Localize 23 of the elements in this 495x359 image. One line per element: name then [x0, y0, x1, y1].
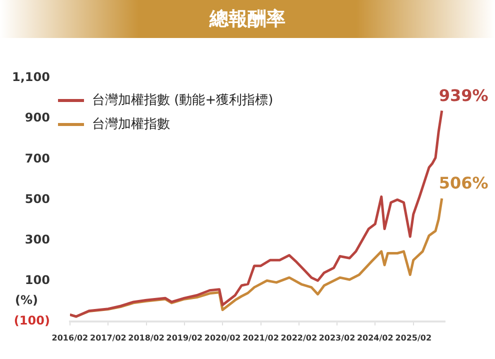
x-tick-label: 2025/02 — [395, 333, 432, 342]
x-tick-label: 2020/02 — [204, 333, 241, 342]
y-tick-label: 100 — [24, 272, 50, 287]
y-tick-label: (100) — [14, 314, 50, 328]
x-tick-label: 2018/02 — [128, 333, 164, 342]
x-tick-label: 2016/02 — [52, 333, 88, 342]
x-tick-label: 2024/02 — [356, 333, 394, 342]
annotation: 506% — [438, 174, 488, 193]
annotation: 939% — [438, 86, 488, 105]
y-tick-label: 300 — [24, 232, 50, 246]
chart-title: 總報酬率 — [210, 7, 286, 32]
x-tick-label: 2023/02 — [318, 333, 356, 342]
legend-label: 台灣加權指數 — [92, 116, 170, 133]
y-tick-label: 700 — [24, 151, 50, 166]
y-tick-label: 1,100 — [12, 70, 50, 84]
text: (%) — [15, 293, 38, 308]
y-tick-label: 900 — [24, 110, 50, 125]
x-tick-label: 2017/02 — [90, 333, 126, 342]
y-tick-label: 500 — [24, 192, 50, 206]
x-tick-label: 2019/02 — [166, 333, 203, 342]
legend-label: 台灣加權指數 (動能+獲利指標) — [92, 92, 274, 109]
x-tick-label: 2021/02 — [242, 333, 279, 342]
x-tick-label: 2022/02 — [280, 333, 318, 342]
